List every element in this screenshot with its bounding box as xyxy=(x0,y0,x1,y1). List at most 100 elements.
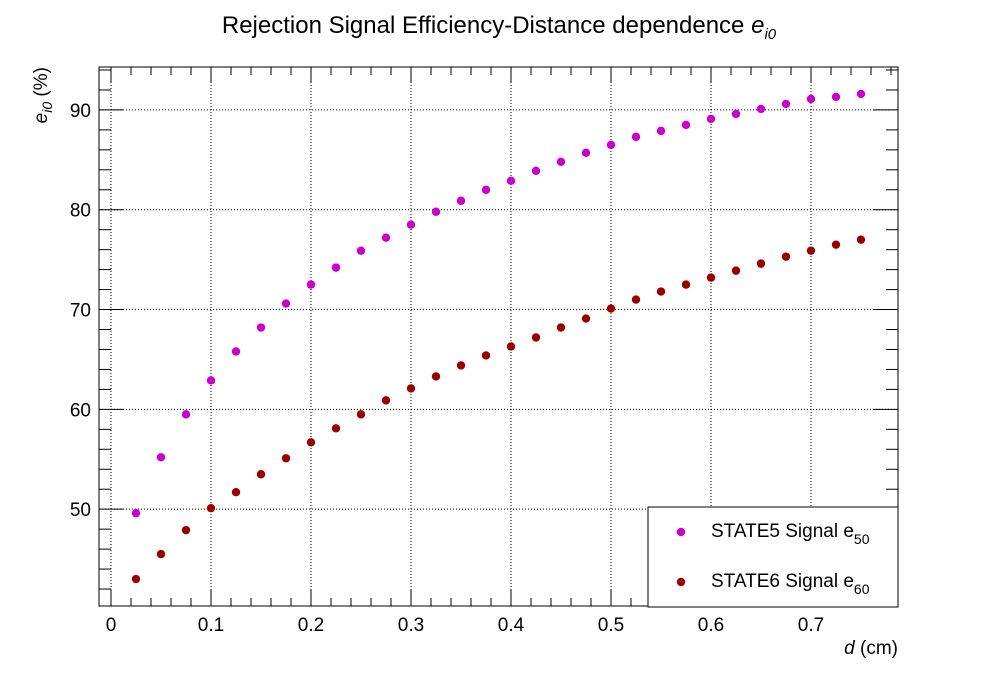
chart-title-text: Rejection Signal Efficiency-Distance dep… xyxy=(222,12,745,39)
data-point-series-1 xyxy=(331,263,341,272)
data-point-series-1 xyxy=(606,140,616,150)
x-tick-label: 0 xyxy=(106,615,117,636)
axis-ticks xyxy=(99,67,898,606)
x-tick-label: 0.1 xyxy=(198,615,224,636)
data-point-series-1 xyxy=(131,508,141,518)
data-point-series-1 xyxy=(831,92,841,102)
legend-marker-state5 xyxy=(676,527,686,537)
data-point-series-2 xyxy=(606,304,616,313)
x-tick-label: 0.7 xyxy=(798,615,824,636)
data-point-series-1 xyxy=(156,453,166,462)
data-point-series-2 xyxy=(681,280,691,289)
data-point-series-1 xyxy=(356,246,366,255)
data-point-series-1 xyxy=(231,347,241,356)
data-point-series-2 xyxy=(781,252,791,261)
legend-label-state5: STATE5 Signal e50 xyxy=(711,521,870,547)
data-point-series-1 xyxy=(556,157,566,167)
data-point-series-1 xyxy=(681,120,691,130)
data-point-series-2 xyxy=(431,372,441,381)
data-point-series-1 xyxy=(431,207,441,216)
plot-frame xyxy=(98,66,899,607)
data-point-series-2 xyxy=(181,525,191,535)
data-point-series-2 xyxy=(731,266,741,275)
data-point-series-1 xyxy=(631,132,641,142)
data-point-series-2 xyxy=(706,273,716,282)
legend: STATE5 Signal e50 STATE6 Signal e60 xyxy=(647,506,899,608)
legend-label-state6: STATE6 Signal e60 xyxy=(711,571,870,597)
data-point-series-2 xyxy=(456,361,466,370)
data-point-series-1 xyxy=(781,99,791,109)
data-point-series-1 xyxy=(406,220,416,229)
data-point-series-2 xyxy=(231,488,241,497)
y-axis-sub: i0 xyxy=(39,102,55,113)
data-point-series-2 xyxy=(206,503,216,513)
data-point-series-1 xyxy=(656,126,666,136)
legend-label-state6-text: STATE6 Signal e xyxy=(711,571,854,592)
data-point-series-1 xyxy=(256,323,266,332)
y-tick-label: 80 xyxy=(70,201,91,222)
data-point-series-1 xyxy=(181,410,191,419)
data-point-series-2 xyxy=(506,342,516,351)
data-point-series-2 xyxy=(556,323,566,332)
x-tick-label: 0.5 xyxy=(598,615,624,636)
data-point-series-1 xyxy=(206,376,216,385)
legend-box xyxy=(647,506,899,608)
legend-marker-state6 xyxy=(676,577,686,587)
data-point-series-2 xyxy=(306,438,316,447)
data-point-series-2 xyxy=(631,295,641,304)
y-tick-label: 90 xyxy=(70,101,91,122)
data-point-series-2 xyxy=(331,424,341,433)
y-axis-var: e xyxy=(31,113,52,124)
data-point-series-1 xyxy=(281,299,291,308)
data-point-series-1 xyxy=(306,280,316,289)
chart-title-symbol: e xyxy=(751,12,764,39)
y-tick-label: 70 xyxy=(70,301,91,322)
data-point-series-1 xyxy=(456,196,466,205)
data-point-series-1 xyxy=(381,233,391,242)
data-point-series-2 xyxy=(356,410,366,419)
data-point-series-2 xyxy=(281,454,291,463)
y-tick-label: 50 xyxy=(70,500,91,521)
x-tick-label: 0.2 xyxy=(298,615,324,636)
data-point-series-1 xyxy=(481,185,491,194)
data-point-series-1 xyxy=(706,114,716,124)
data-point-series-1 xyxy=(581,148,591,158)
data-point-series-2 xyxy=(406,384,416,393)
x-tick-label: 0.3 xyxy=(398,615,424,636)
tick-labels: 0 0.1 0.2 0.3 0.4 0.5 0.6 0.7 50 60 70 80 90 xyxy=(70,101,824,636)
data-point-series-2 xyxy=(806,246,816,255)
legend-label-state5-text: STATE5 Signal e xyxy=(711,521,854,542)
data-point-series-1 xyxy=(531,166,541,176)
data-point-series-2 xyxy=(156,549,166,559)
data-point-series-1 xyxy=(806,94,816,104)
data-point-series-2 xyxy=(581,314,591,323)
data-point-series-2 xyxy=(256,470,266,479)
data-point-series-2 xyxy=(531,333,541,342)
y-axis-title: ei0 (%) xyxy=(31,67,55,123)
x-axis-unit: (cm) xyxy=(860,638,898,659)
data-points xyxy=(131,89,866,584)
legend-label-state5-sub: 50 xyxy=(854,531,870,547)
data-point-series-1 xyxy=(856,89,866,99)
data-point-series-2 xyxy=(856,235,866,244)
grid-lines xyxy=(99,67,898,606)
y-tick-label: 60 xyxy=(70,400,91,421)
data-point-series-2 xyxy=(756,259,766,268)
data-point-series-1 xyxy=(506,176,516,185)
data-point-series-2 xyxy=(656,287,666,296)
data-point-series-2 xyxy=(831,240,841,249)
data-point-series-1 xyxy=(756,104,766,114)
data-point-series-2 xyxy=(131,574,141,584)
chart-title-symbol-sub: i0 xyxy=(764,26,776,43)
y-axis-unit: (%) xyxy=(31,67,52,97)
chart-title: Rejection Signal Efficiency-Distance dep… xyxy=(222,12,777,43)
x-tick-label: 0.6 xyxy=(698,615,724,636)
legend-label-state6-sub: 60 xyxy=(854,581,870,597)
x-tick-label: 0.4 xyxy=(498,615,525,636)
x-axis-var: d xyxy=(844,638,856,659)
x-axis-title: d (cm) xyxy=(844,638,898,659)
data-point-series-2 xyxy=(481,351,491,360)
data-point-series-1 xyxy=(731,109,741,119)
